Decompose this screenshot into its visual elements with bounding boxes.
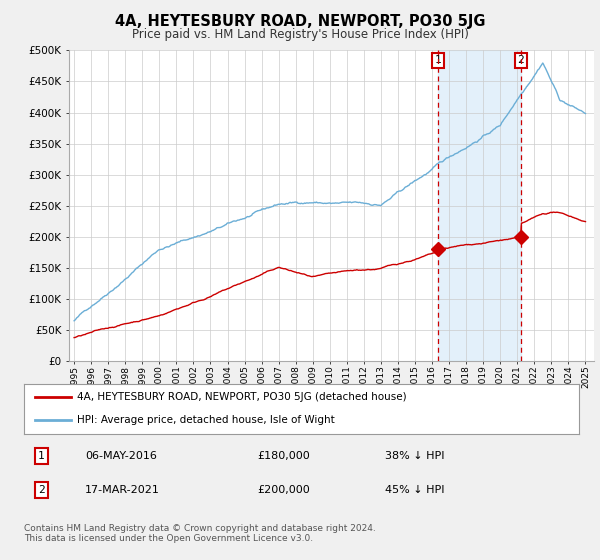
Text: £200,000: £200,000 xyxy=(257,485,310,495)
Text: 2: 2 xyxy=(38,485,44,495)
Text: Contains HM Land Registry data © Crown copyright and database right 2024.
This d: Contains HM Land Registry data © Crown c… xyxy=(24,524,376,543)
Text: 4A, HEYTESBURY ROAD, NEWPORT, PO30 5JG: 4A, HEYTESBURY ROAD, NEWPORT, PO30 5JG xyxy=(115,14,485,29)
Text: Price paid vs. HM Land Registry's House Price Index (HPI): Price paid vs. HM Land Registry's House … xyxy=(131,28,469,41)
Text: 1: 1 xyxy=(38,451,44,461)
Text: 17-MAR-2021: 17-MAR-2021 xyxy=(85,485,160,495)
Bar xyxy=(438,50,521,361)
Text: 1: 1 xyxy=(434,55,442,66)
Text: 2: 2 xyxy=(517,55,524,66)
Text: 06-MAY-2016: 06-MAY-2016 xyxy=(85,451,157,461)
Text: 38% ↓ HPI: 38% ↓ HPI xyxy=(385,451,444,461)
Text: HPI: Average price, detached house, Isle of Wight: HPI: Average price, detached house, Isle… xyxy=(77,416,334,426)
Text: 4A, HEYTESBURY ROAD, NEWPORT, PO30 5JG (detached house): 4A, HEYTESBURY ROAD, NEWPORT, PO30 5JG (… xyxy=(77,392,406,402)
Text: 45% ↓ HPI: 45% ↓ HPI xyxy=(385,485,444,495)
Text: £180,000: £180,000 xyxy=(257,451,310,461)
